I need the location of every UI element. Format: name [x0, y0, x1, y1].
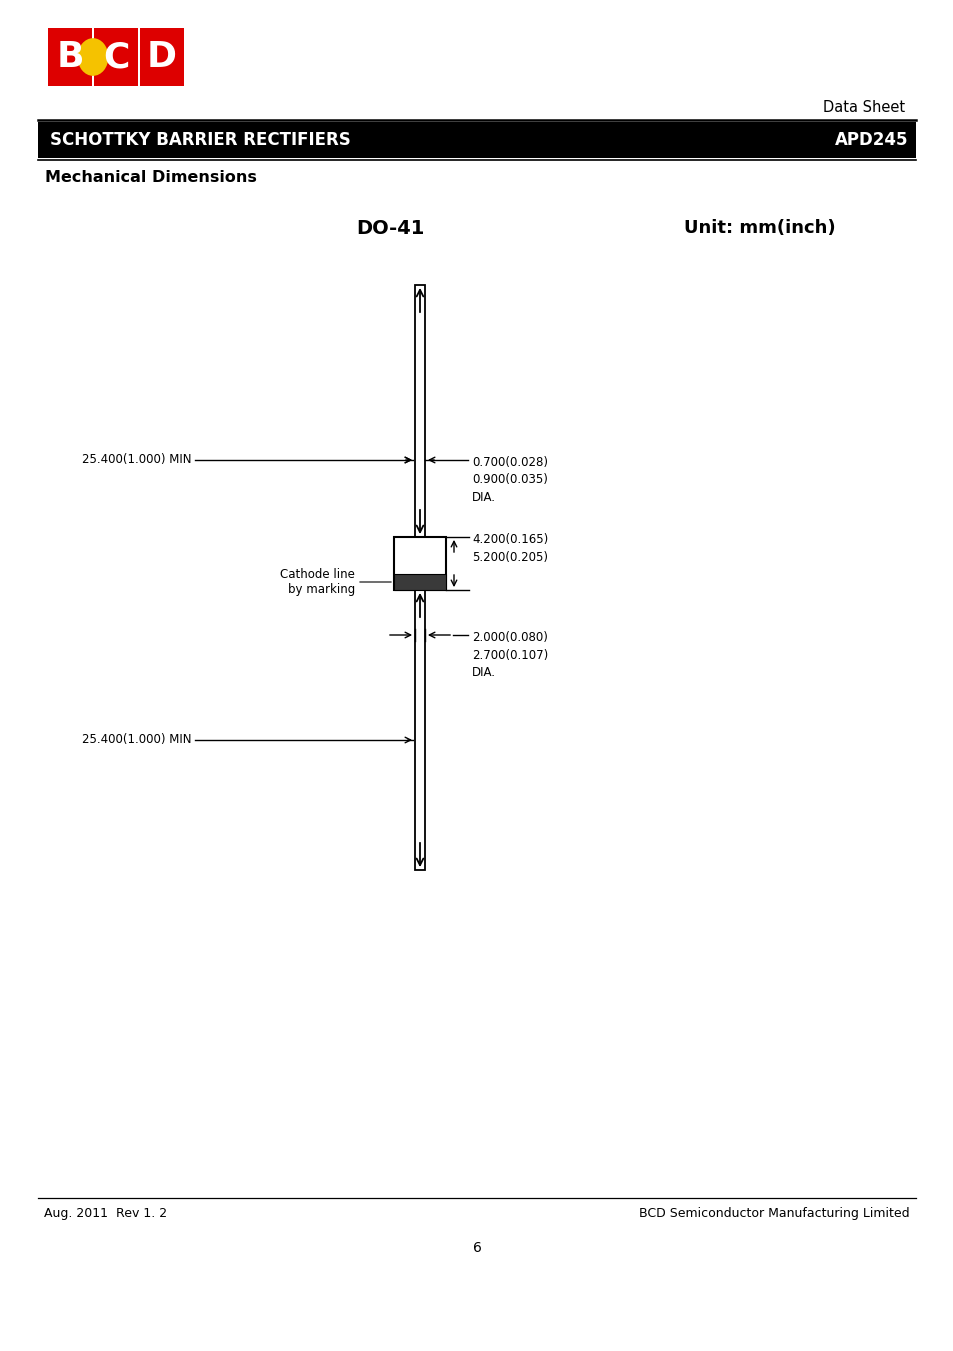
- Text: 4.200(0.165)
5.200(0.205): 4.200(0.165) 5.200(0.205): [472, 534, 548, 563]
- Text: APD245: APD245: [834, 131, 907, 149]
- Text: 2.000(0.080)
2.700(0.107)
DIA.: 2.000(0.080) 2.700(0.107) DIA.: [472, 631, 548, 680]
- Text: 25.400(1.000) MIN: 25.400(1.000) MIN: [82, 454, 192, 466]
- Text: Data Sheet: Data Sheet: [822, 100, 904, 115]
- Text: C: C: [103, 41, 129, 74]
- Bar: [415, 285, 424, 536]
- Bar: [94, 28, 138, 86]
- Text: Cathode line
by marking: Cathode line by marking: [280, 567, 355, 597]
- Text: SCHOTTKY BARRIER RECTIFIERS: SCHOTTKY BARRIER RECTIFIERS: [50, 131, 351, 149]
- Text: BCD Semiconductor Manufacturing Limited: BCD Semiconductor Manufacturing Limited: [639, 1208, 909, 1220]
- Text: Aug. 2011  Rev 1. 2: Aug. 2011 Rev 1. 2: [44, 1208, 167, 1220]
- Text: 0.700(0.028)
0.900(0.035)
DIA.: 0.700(0.028) 0.900(0.035) DIA.: [472, 457, 547, 504]
- Text: B: B: [56, 41, 84, 74]
- Text: 6: 6: [472, 1242, 481, 1255]
- Ellipse shape: [77, 38, 109, 76]
- Bar: [38, 122, 915, 158]
- Text: Unit: mm(inch): Unit: mm(inch): [683, 219, 835, 236]
- Text: 25.400(1.000) MIN: 25.400(1.000) MIN: [82, 734, 192, 747]
- Bar: [48, 28, 91, 86]
- Text: D: D: [147, 41, 177, 74]
- Bar: [140, 28, 184, 86]
- Bar: [394, 536, 446, 590]
- Bar: [415, 590, 424, 870]
- Bar: [394, 574, 446, 590]
- Text: DO-41: DO-41: [355, 219, 424, 238]
- Text: Mechanical Dimensions: Mechanical Dimensions: [45, 170, 256, 185]
